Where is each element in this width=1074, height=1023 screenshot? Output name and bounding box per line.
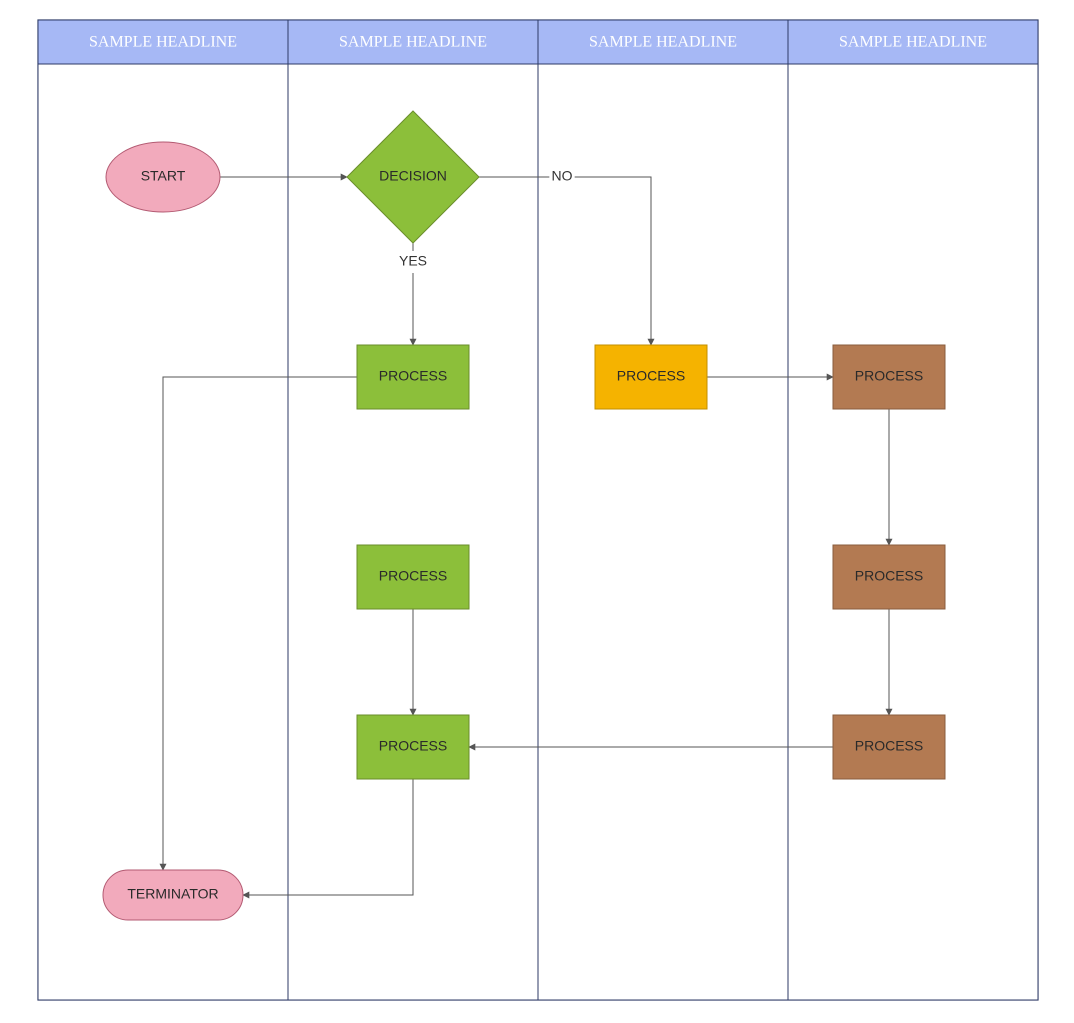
node-label: PROCESS	[855, 738, 923, 754]
node-label: PROCESS	[379, 738, 447, 754]
node-terminator: TERMINATOR	[103, 870, 243, 920]
node-label: PROCESS	[855, 368, 923, 384]
node-proc_green1: PROCESS	[357, 345, 469, 409]
node-label: START	[141, 168, 186, 184]
node-label: PROCESS	[379, 568, 447, 584]
swimlane-header-label: SAMPLE HEADLINE	[89, 34, 237, 51]
node-proc_orange: PROCESS	[595, 345, 707, 409]
swimlane-header-label: SAMPLE HEADLINE	[339, 34, 487, 51]
node-proc_green2: PROCESS	[357, 545, 469, 609]
node-label: TERMINATOR	[127, 886, 218, 902]
node-label: DECISION	[379, 168, 447, 184]
node-proc_brown2: PROCESS	[833, 545, 945, 609]
swimlane-column: SAMPLE HEADLINE	[788, 20, 1038, 1000]
node-proc_brown3: PROCESS	[833, 715, 945, 779]
swimlane-header-label: SAMPLE HEADLINE	[839, 34, 987, 51]
node-label: PROCESS	[379, 368, 447, 384]
swimlane-column: SAMPLE HEADLINE	[538, 20, 788, 1000]
node-proc_green3: PROCESS	[357, 715, 469, 779]
node-proc_brown1: PROCESS	[833, 345, 945, 409]
swimlane-flowchart: SAMPLE HEADLINE SAMPLE HEADLINE SAMPLE HEA…	[0, 0, 1074, 1023]
swimlane-header-label: SAMPLE HEADLINE	[589, 34, 737, 51]
node-label: PROCESS	[617, 368, 685, 384]
node-start: START	[106, 142, 220, 212]
edge-label: YES	[399, 253, 427, 269]
edge-label: NO	[552, 168, 573, 184]
node-label: PROCESS	[855, 568, 923, 584]
